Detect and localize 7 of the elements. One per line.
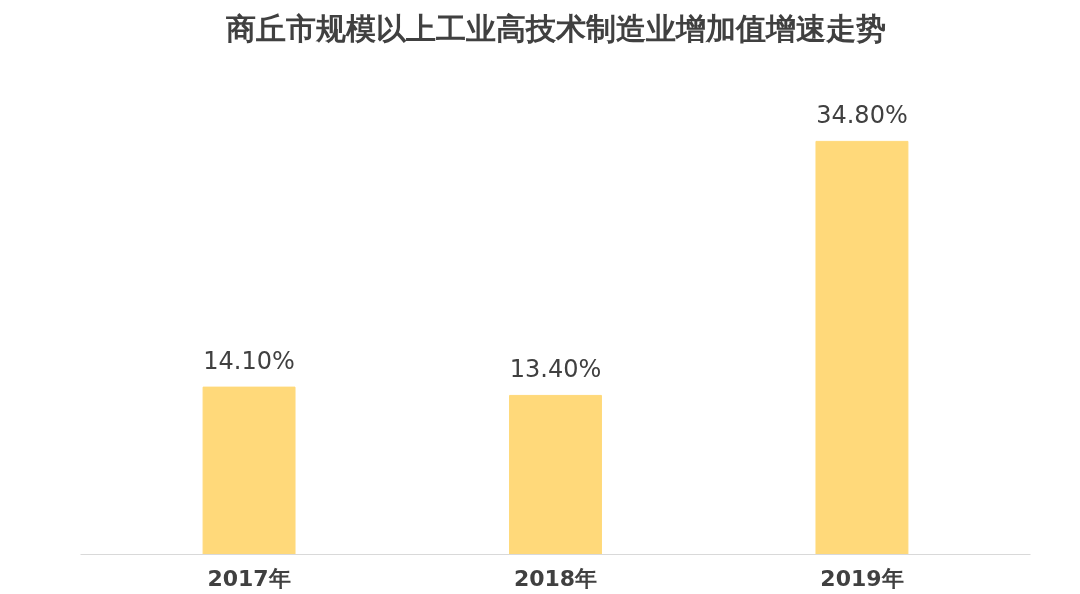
data-label: 34.80% xyxy=(816,101,908,130)
x-tick-label: 2017年 xyxy=(207,565,291,591)
data-label: 13.40% xyxy=(509,355,602,384)
chart-title: 商丘市规模以上工业高技术制造业增加值增速走势 xyxy=(225,10,886,46)
data-label: 14.10% xyxy=(203,347,295,376)
x-tick-label: 2018年 xyxy=(513,565,598,591)
x-tick-label: 2019年 xyxy=(820,565,904,591)
